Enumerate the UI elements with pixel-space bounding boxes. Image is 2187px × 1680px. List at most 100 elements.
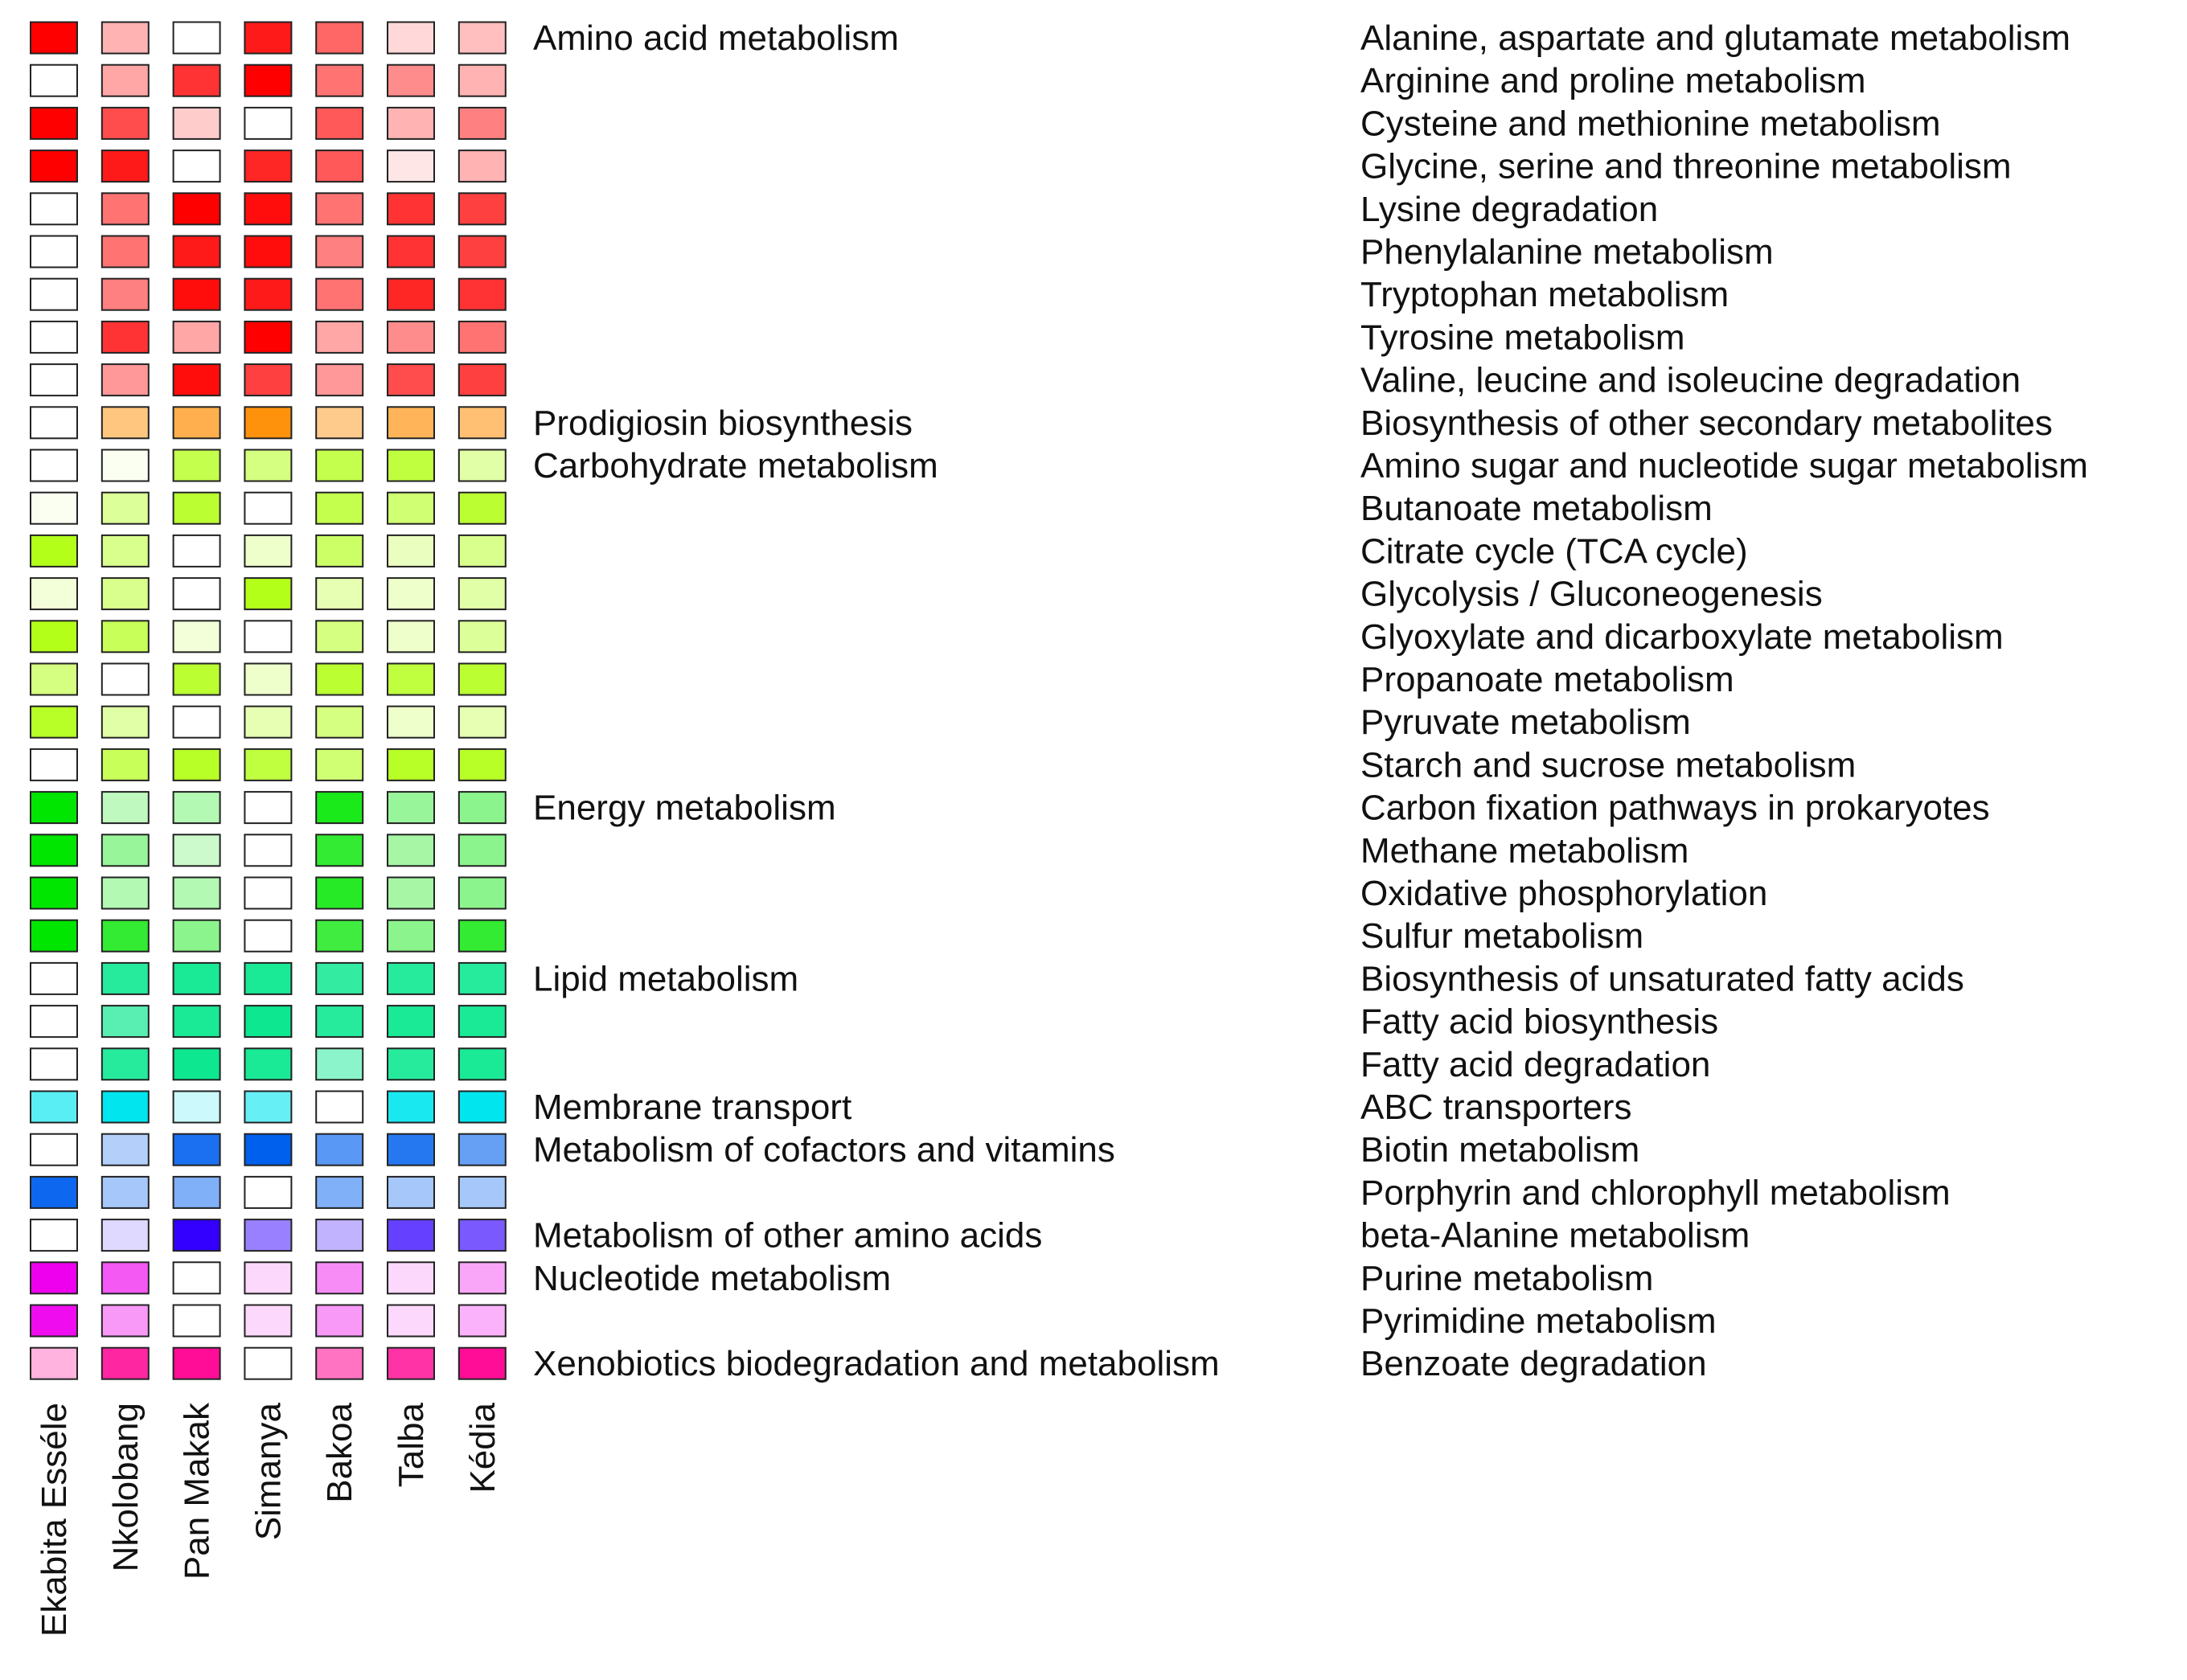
heatmap-cell: [315, 748, 364, 781]
heatmap-cell: [458, 449, 507, 482]
category-label: Energy metabolism: [533, 789, 836, 828]
heatmap-cell: [387, 320, 435, 354]
column-label: Talba: [392, 1402, 431, 1487]
heatmap-cell: [30, 1047, 78, 1081]
heatmap-cell: [315, 277, 364, 311]
heatmap-cell: [387, 1261, 435, 1295]
heatmap-cell: [244, 491, 293, 525]
heatmap-cell: [387, 534, 435, 568]
heatmap-cell: [172, 1047, 221, 1081]
heatmap-cell: [315, 1090, 364, 1124]
pathway-label: Propanoate metabolism: [1360, 660, 1734, 699]
heatmap-cell: [244, 748, 293, 781]
heatmap-cell: [458, 106, 507, 140]
heatmap-cell: [244, 64, 293, 97]
heatmap-cell: [172, 534, 221, 568]
heatmap-cell: [244, 876, 293, 910]
pathway-label: Benzoate degradation: [1360, 1344, 1707, 1383]
pathway-label: Fatty acid degradation: [1360, 1045, 1710, 1084]
column-label: Pan Makak: [178, 1402, 217, 1580]
heatmap-cell: [30, 620, 78, 654]
heatmap-cell: [172, 64, 221, 97]
heatmap-cell: [458, 192, 507, 226]
pathway-label: Starch and sucrose metabolism: [1360, 745, 1856, 785]
heatmap-cell: [458, 491, 507, 525]
heatmap-cell: [315, 620, 364, 654]
heatmap-cell: [244, 150, 293, 183]
category-label: Membrane transport: [533, 1088, 851, 1127]
heatmap-cell: [387, 235, 435, 268]
heatmap-cell: [458, 1346, 507, 1380]
heatmap-cell: [315, 406, 364, 440]
heatmap-cell: [101, 1133, 150, 1166]
heatmap-cell: [172, 662, 221, 696]
heatmap-cell: [458, 1047, 507, 1081]
heatmap-cell: [387, 21, 435, 55]
heatmap-cell: [30, 834, 78, 867]
pathway-label: Fatty acid biosynthesis: [1360, 1002, 1718, 1042]
heatmap-cell: [458, 1175, 507, 1209]
heatmap-cell: [387, 106, 435, 140]
heatmap-cell: [387, 919, 435, 953]
heatmap-cell: [458, 277, 507, 311]
heatmap-cell: [30, 21, 78, 55]
pathway-label: Biosynthesis of other secondary metaboli…: [1360, 404, 2053, 443]
heatmap-cell: [101, 1261, 150, 1295]
pathway-label: Alanine, aspartate and glutamate metabol…: [1360, 18, 2070, 58]
heatmap-cell: [101, 1090, 150, 1124]
heatmap-cell: [458, 577, 507, 611]
category-label: Metabolism of other amino acids: [533, 1216, 1042, 1256]
heatmap-cell: [244, 1175, 293, 1209]
heatmap-cell: [172, 620, 221, 654]
heatmap-cell: [30, 919, 78, 953]
heatmap-cell: [101, 1304, 150, 1338]
heatmap-cell: [30, 277, 78, 311]
heatmap-cell: [244, 834, 293, 867]
column-labels: Ekabita Esséle Nkolobang Pan Makak Simanya B…: [35, 1402, 503, 1637]
pathway-label: Biosynthesis of unsaturated fatty acids: [1360, 959, 1964, 998]
heatmap-cell: [101, 876, 150, 910]
heatmap-cell: [315, 705, 364, 739]
heatmap-cell: [387, 150, 435, 183]
heatmap-cell: [101, 1346, 150, 1380]
heatmap-cell: [244, 1090, 293, 1124]
heatmap-cell: [172, 21, 221, 55]
heatmap-cell: [172, 1175, 221, 1209]
heatmap-cell: [387, 192, 435, 226]
heatmap-cell: [387, 1133, 435, 1166]
heatmap-cell: [458, 363, 507, 397]
heatmap-cell: [30, 235, 78, 268]
pathway-label: Valine, leucine and isoleucine degradati…: [1360, 361, 2021, 400]
heatmap-cell: [458, 876, 507, 910]
heatmap-cell: [315, 1133, 364, 1166]
pathway-label: Biotin metabolism: [1360, 1130, 1639, 1170]
heatmap-cell: [172, 277, 221, 311]
heatmap-cell: [315, 534, 364, 568]
heatmap-cell: [458, 620, 507, 654]
heatmap-cell: [458, 748, 507, 781]
heatmap-cell: [101, 1047, 150, 1081]
heatmap-cell: [387, 961, 435, 995]
heatmap-cell: [458, 1261, 507, 1295]
pathway-label: Pyruvate metabolism: [1360, 703, 1691, 742]
category-label: Metabolism of cofactors and vitamins: [533, 1130, 1115, 1170]
heatmap-cell: [30, 1175, 78, 1209]
heatmap-cell: [315, 577, 364, 611]
heatmap-cell: [387, 834, 435, 867]
pathway-label: Arginine and proline metabolism: [1360, 61, 1866, 100]
heatmap-cell: [30, 449, 78, 482]
heatmap-cell: [315, 1047, 364, 1081]
heatmap-cell: [101, 320, 150, 354]
heatmap-cell: [315, 491, 364, 525]
pathway-label: Glycolysis / Gluconeogenesis: [1360, 575, 1823, 614]
pathway-label: Glyoxylate and dicarboxylate metabolism: [1360, 617, 2004, 657]
column-label: Nkolobang: [106, 1403, 146, 1571]
heatmap-cell: [315, 320, 364, 354]
heatmap-cell: [30, 1346, 78, 1380]
heatmap-cell: [244, 534, 293, 568]
heatmap-cell: [244, 320, 293, 354]
pathway-label: Sulfur metabolism: [1360, 916, 1643, 956]
pathway-label: Butanoate metabolism: [1360, 489, 1713, 528]
heatmap-cell: [101, 748, 150, 781]
heatmap-cell: [172, 577, 221, 611]
